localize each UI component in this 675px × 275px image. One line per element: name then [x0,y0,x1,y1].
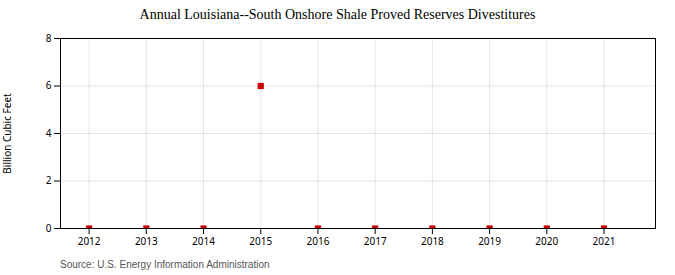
svg-text:4: 4 [46,126,52,140]
svg-text:2: 2 [46,173,52,187]
html-text:Annual Louisiana--South Onshor: Annual Louisiana--South Onshore Shale Pr… [139,7,536,22]
svg-text:6: 6 [46,78,52,92]
svg-text:2019: 2019 [478,234,501,248]
svg-text:2018: 2018 [421,234,444,248]
svg-text:2016: 2016 [307,234,330,248]
svg-text:2014: 2014 [192,234,215,248]
svg-text:8: 8 [46,31,52,45]
svg-text:Billion Cubic Feet: Billion Cubic Feet [0,93,14,174]
svg-text:2021: 2021 [593,234,616,248]
svg-text:0: 0 [46,221,52,235]
svg-text:2012: 2012 [78,234,101,248]
svg-text:2017: 2017 [364,234,387,248]
svg-text:2013: 2013 [135,234,158,248]
svg-text:2020: 2020 [535,234,558,248]
html-text:Source: U.S. Energy Informatio: Source: U.S. Energy Information Administ… [60,259,270,270]
svg-text:2015: 2015 [249,234,272,248]
